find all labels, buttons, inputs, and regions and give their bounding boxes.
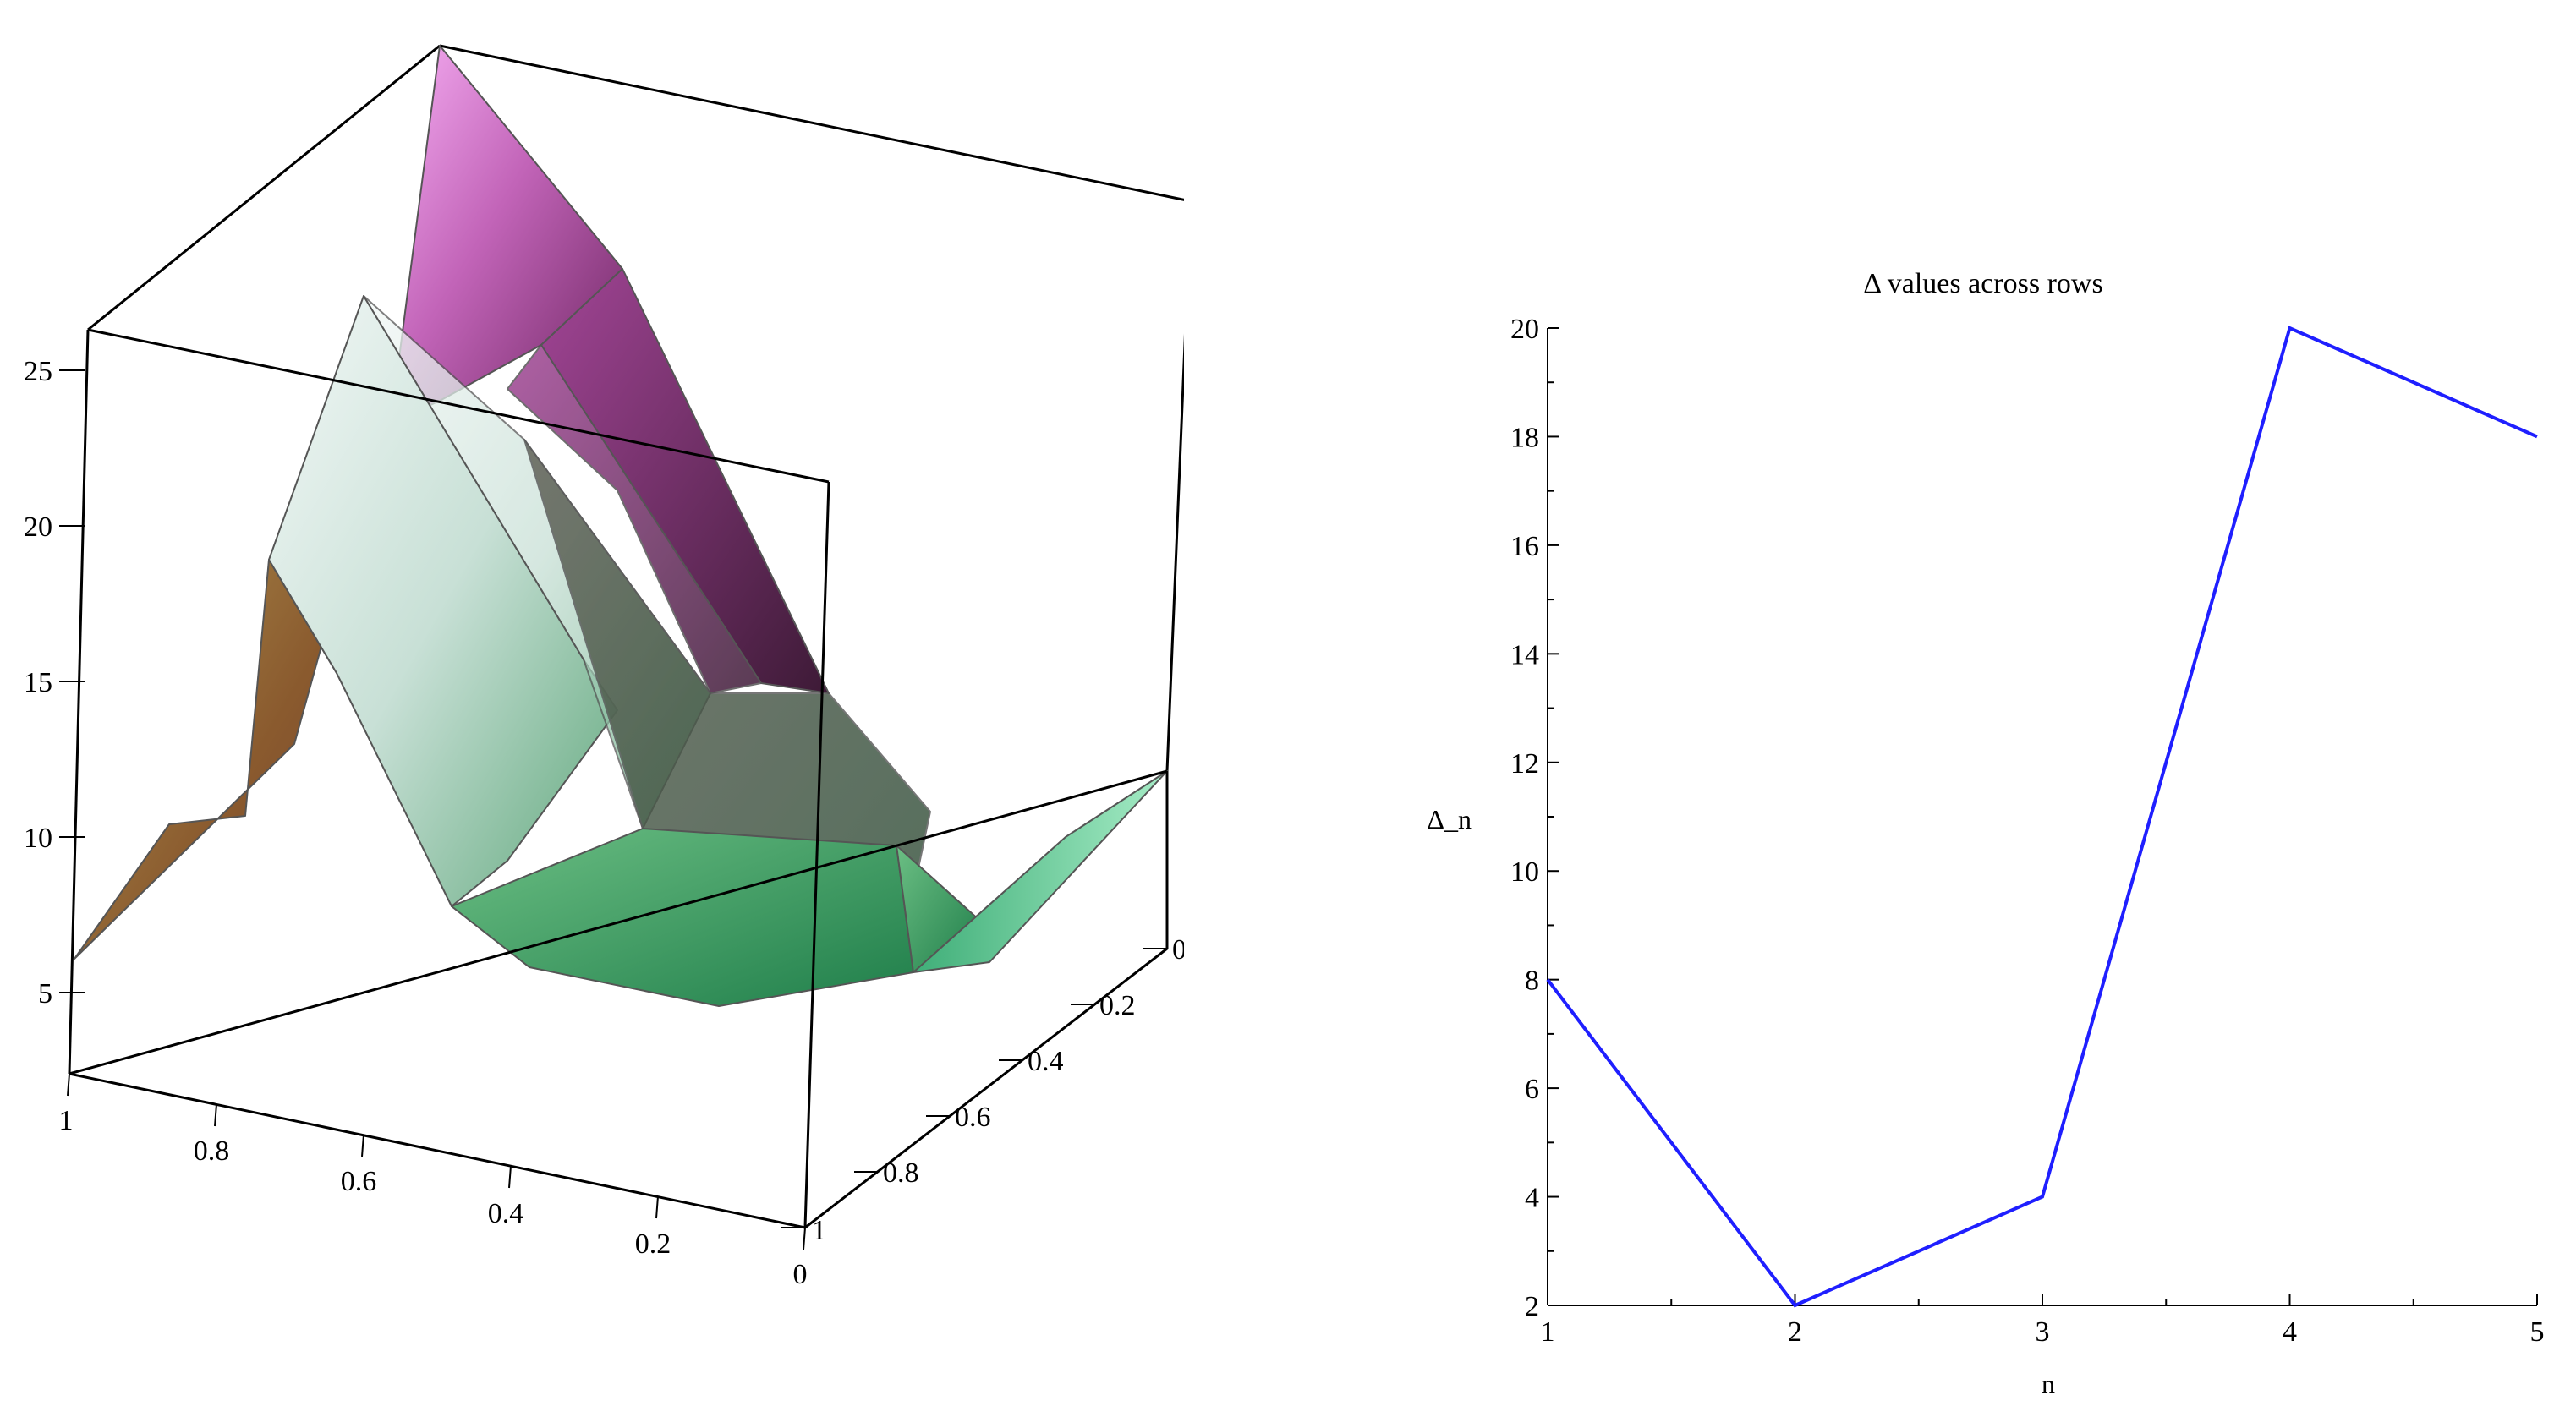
- y-tick-label: 0.4: [1028, 1046, 1064, 1077]
- x-axis-label: n: [2042, 1369, 2055, 1399]
- z-tick-labels: 5 10 15 20 25: [24, 356, 52, 1009]
- x-tick-label: 5: [2530, 1316, 2545, 1348]
- y-tick-label: 0.8: [883, 1157, 919, 1189]
- y-tick-label: 0.6: [955, 1102, 991, 1133]
- z-tick-label: 25: [24, 356, 52, 387]
- y-axis-ticks: [781, 948, 1167, 1228]
- axes: [1547, 328, 2537, 1306]
- y-tick-label: 12: [1510, 748, 1539, 780]
- x-tick-label: 0: [793, 1259, 808, 1290]
- y-tick-label: 1: [812, 1215, 826, 1246]
- z-tick-label: 15: [24, 667, 52, 698]
- x-tick-label: 0.4: [488, 1198, 524, 1229]
- chart-title: Δ values across rows: [1863, 268, 2102, 299]
- y-tick-label: 0.2: [1099, 990, 1136, 1021]
- y-tick-label: 2: [1525, 1291, 1539, 1322]
- x-tick-label: 0.2: [635, 1228, 671, 1260]
- y-tick-label: 18: [1510, 422, 1539, 453]
- y-tick-label: 14: [1510, 639, 1539, 670]
- tick-marks: [1547, 327, 2538, 1306]
- x-tick-label: 4: [2283, 1316, 2297, 1348]
- y-tick-label: 20: [1510, 314, 1539, 345]
- y-tick-label: 16: [1510, 531, 1539, 562]
- series-group: [1546, 326, 2538, 1308]
- z-tick-label: 20: [24, 512, 52, 543]
- box-back-edges: [87, 44, 1184, 772]
- x-tick-label: 2: [1788, 1316, 1802, 1348]
- z-axis: [59, 369, 85, 993]
- x-tick-label: 3: [2036, 1316, 2050, 1348]
- y-tick-label: 0: [1172, 934, 1184, 966]
- y-tick-label: 6: [1525, 1074, 1539, 1105]
- surface-face-pink-mid: [507, 344, 762, 694]
- x-tick-label: 0.6: [341, 1166, 377, 1197]
- x-tick-label: 1: [59, 1105, 74, 1136]
- y-tick-labels: 0 0.2 0.4 0.6 0.8 1: [812, 934, 1184, 1246]
- y-axis-label: Δ_n: [1427, 804, 1472, 834]
- x-tick-label: 0.8: [194, 1135, 230, 1167]
- surface-mesh: [74, 45, 1168, 1007]
- x-axis-ticks: [67, 1073, 806, 1250]
- z-tick-label: 10: [24, 823, 52, 854]
- x-tick-label: 1: [1541, 1316, 1555, 1348]
- y-tick-label: 10: [1510, 856, 1539, 888]
- z-tick-label: 5: [38, 978, 52, 1009]
- box-front-edges: [68, 328, 1169, 1229]
- surface-plot: 5 10 15 20 25 1 0.8 0.6 0.4 0.2 0 0 0.2 …: [24, 44, 1184, 1290]
- x-tick-labels: 1 0.8 0.6 0.4 0.2 0: [59, 1105, 808, 1290]
- series-line: [1546, 326, 2538, 1308]
- y-tick-label: 8: [1525, 966, 1539, 997]
- y-tick-label: 4: [1525, 1183, 1539, 1214]
